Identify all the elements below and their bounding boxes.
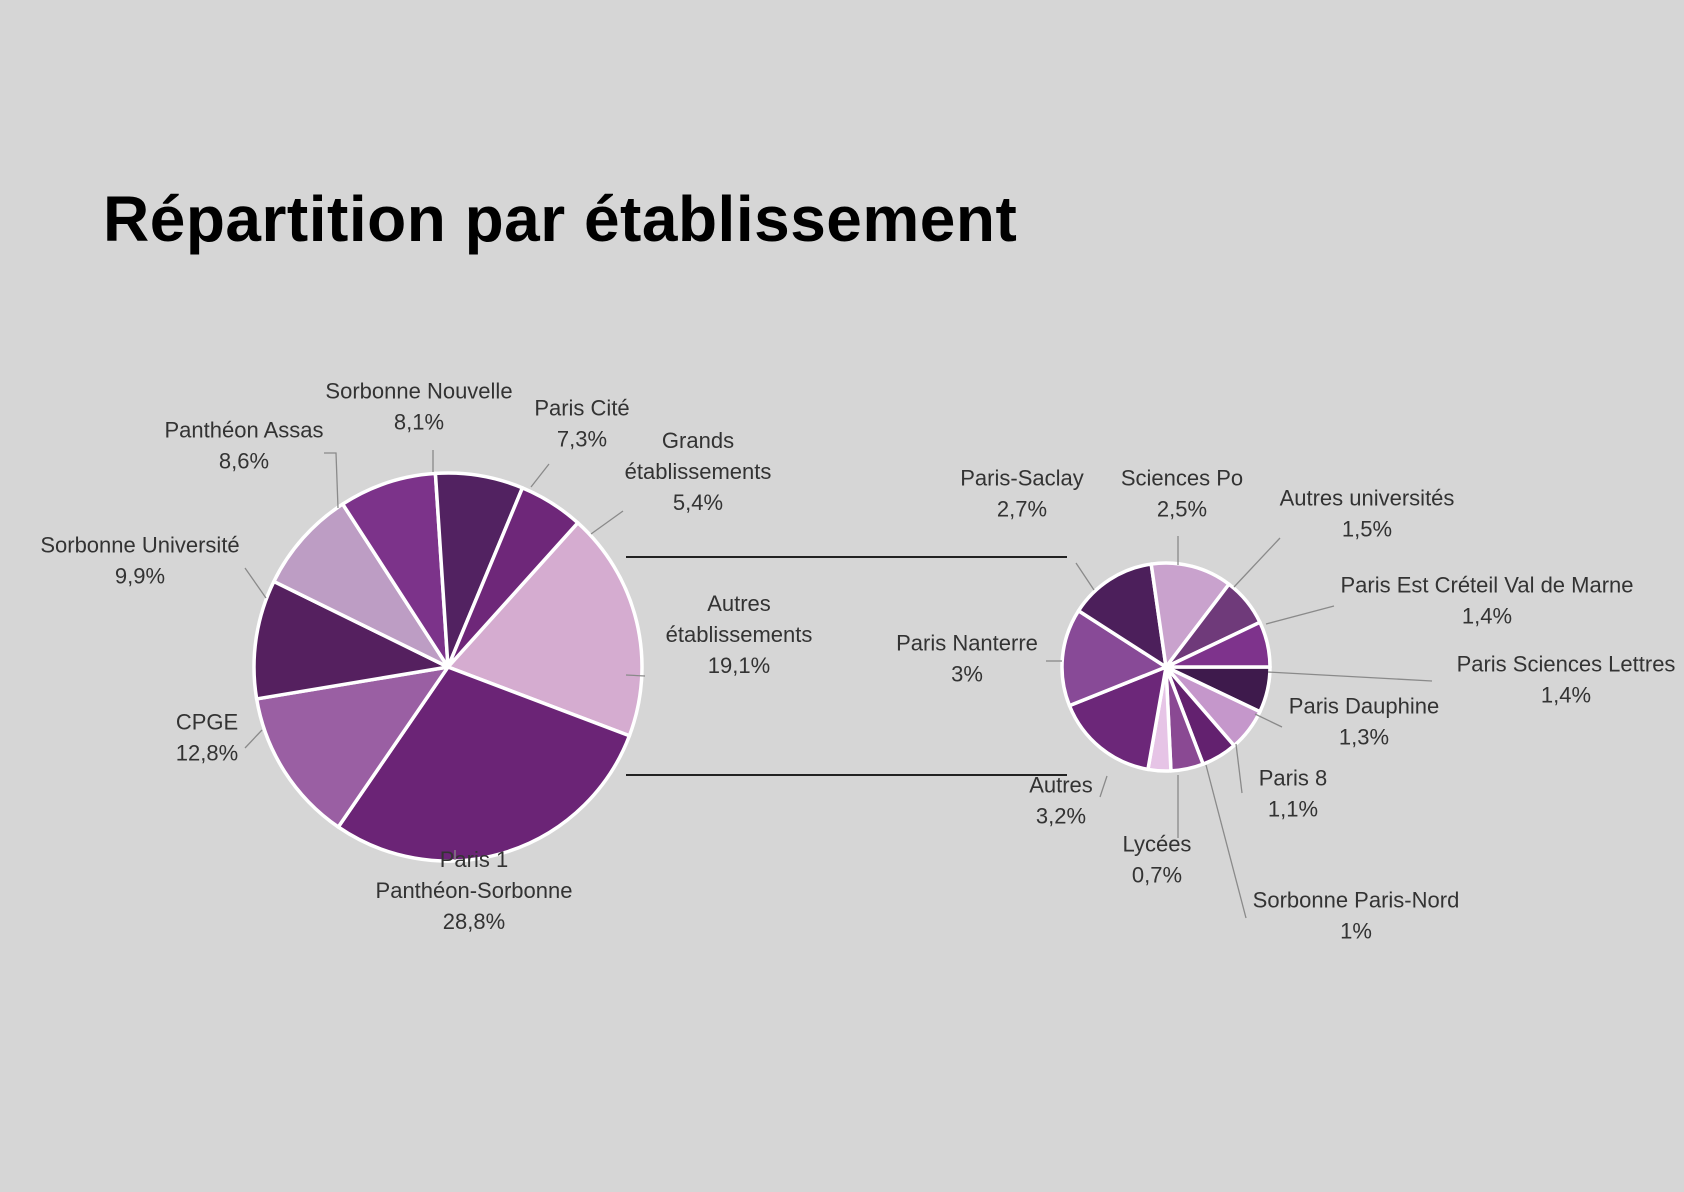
secondary-leader-paris-est-creteil-val-de-marne [1265,605,1335,625]
main-label-autres-etablissements: Autres établissements 19,1% [666,591,813,678]
slice-name-label: établissements [625,459,772,484]
secondary-slice-autres [1067,665,1168,772]
main-leader-cpge [244,729,263,749]
main-leader-paris-cite [530,463,550,488]
secondary-pie [1060,561,1272,773]
slice-name-label: Grands [662,428,734,453]
secondary-slice-sciences-po [1149,561,1231,669]
main-label-cpge: CPGE 12,8% [176,710,238,766]
main-label-sorbonne-nouvelle: Sorbonne Nouvelle 8,1% [325,379,512,435]
slice-name-label: établissements [666,622,813,647]
secondary-label-paris-saclay: Paris-Saclay 2,7% [960,466,1083,522]
slice-value-label: 9,9% [115,564,165,589]
main-slice-autres-etablissements [446,521,644,738]
main-slice-grands-etablissements [446,486,580,669]
secondary-leader-autres [1099,775,1108,798]
slice-value-label: 2,5% [1157,497,1207,522]
secondary-label-sciences-po: Sciences Po 2,5% [1121,466,1243,522]
slice-name-label: Paris 8 [1259,766,1327,791]
slice-name-label: Paris-Saclay [960,466,1083,491]
secondary-slice-paris-est-creteil-val-de-marne [1164,620,1272,669]
main-label-sorbonne-universite: Sorbonne Université 9,9% [40,533,239,589]
main-slice-paris-1-pantheon-sorbonne [336,665,632,863]
slice-name-label: Sorbonne Paris-Nord [1253,888,1460,913]
slice-value-label: 0,7% [1132,863,1182,888]
slice-value-label: 8,1% [394,410,444,435]
main-slice-cpge [254,665,450,829]
slice-name-label: Autres universités [1280,486,1455,511]
slice-value-label: 1,5% [1342,517,1392,542]
main-label-pantheon-assas: Panthéon Assas 8,6% [164,418,323,474]
slice-value-label: 8,6% [219,449,269,474]
main-leader-sorbonne-universite [244,567,267,599]
secondary-label-lycees: Lycées 0,7% [1123,832,1192,888]
secondary-label-autres-universites: Autres universités 1,5% [1280,486,1455,542]
page-title: Répartition par établissement [103,183,1018,255]
secondary-slice-paris-nanterre [1060,609,1168,708]
secondary-leader-paris-sciences-lettres [1267,671,1433,682]
slice-name-label: Sorbonne Université [40,533,239,558]
slice-value-label: 1% [1340,919,1372,944]
slice-value-label: 1,4% [1541,683,1591,708]
slice-name-label: Panthéon-Sorbonne [376,878,573,903]
slice-value-label: 7,3% [557,427,607,452]
slice-name-label: Lycées [1123,832,1192,857]
main-leader-pantheon-assas [324,452,339,509]
slice-name-label: Paris Est Créteil Val de Marne [1340,573,1633,598]
main-label-grands-etablissements: Grands établissements 5,4% [625,428,772,515]
secondary-label-paris-8: Paris 8 1,1% [1259,766,1327,822]
secondary-leader-paris-saclay [1075,562,1095,591]
slice-value-label: 3% [951,662,983,687]
slice-value-label: 1,3% [1339,725,1389,750]
main-pie [252,471,644,863]
secondary-label-paris-sciences-lettres: Paris Sciences Lettres 1,4% [1457,652,1676,708]
slice-name-label: Panthéon Assas [164,418,323,443]
main-slice-pantheon-assas [272,502,450,669]
slice-name-label: Autres [1029,773,1093,798]
slice-value-label: 1,1% [1268,797,1318,822]
slice-name-label: Paris Cité [534,396,629,421]
slice-value-label: 19,1% [708,653,770,678]
secondary-leader-paris-dauphine [1254,713,1283,728]
slice-value-label: 3,2% [1036,804,1086,829]
secondary-leader-paris-8 [1235,743,1243,794]
secondary-label-paris-nanterre: Paris Nanterre 3% [896,631,1038,687]
main-slice-sorbonne-nouvelle [340,471,450,669]
slice-name-label: Autres [707,591,771,616]
main-label-paris-1-pantheon-sorbonne: Paris 1 Panthéon-Sorbonne 28,8% [376,847,573,934]
slice-name-label: Paris Sciences Lettres [1457,652,1676,677]
slice-value-label: 28,8% [443,909,505,934]
main-leader-grands-etablissements [590,510,624,535]
slice-name-label: Paris 1 [440,847,508,872]
slice-name-label: Paris Dauphine [1289,694,1439,719]
secondary-label-autres: Autres 3,2% [1029,773,1093,829]
slice-name-label: Paris Nanterre [896,631,1038,656]
secondary-slice-paris-saclay [1076,562,1168,669]
slice-name-label: CPGE [176,710,238,735]
main-slice-sorbonne-universite [252,579,450,701]
label-leader-lines [244,450,1433,919]
slice-value-label: 5,4% [673,490,723,515]
slice-value-label: 2,7% [997,497,1047,522]
secondary-label-paris-dauphine: Paris Dauphine 1,3% [1289,694,1439,750]
slice-name-label: Sciences Po [1121,466,1243,491]
secondary-leader-autres-universites [1233,537,1281,588]
main-leader-autres-etablissements [625,674,646,677]
secondary-label-sorbonne-paris-nord: Sorbonne Paris-Nord 1% [1253,888,1460,944]
secondary-leader-sorbonne-paris-nord [1205,764,1247,919]
slice-labels: Autres établissements 19,1% Paris 1 Panthéon… [40,379,1675,944]
secondary-label-paris-est-creteil-val-de-marne: Paris Est Créteil Val de Marne 1,4% [1340,573,1633,629]
slice-value-label: 1,4% [1462,604,1512,629]
slice-name-label: Sorbonne Nouvelle [325,379,512,404]
slice-value-label: 12,8% [176,741,238,766]
main-label-paris-cite: Paris Cité 7,3% [534,396,629,452]
